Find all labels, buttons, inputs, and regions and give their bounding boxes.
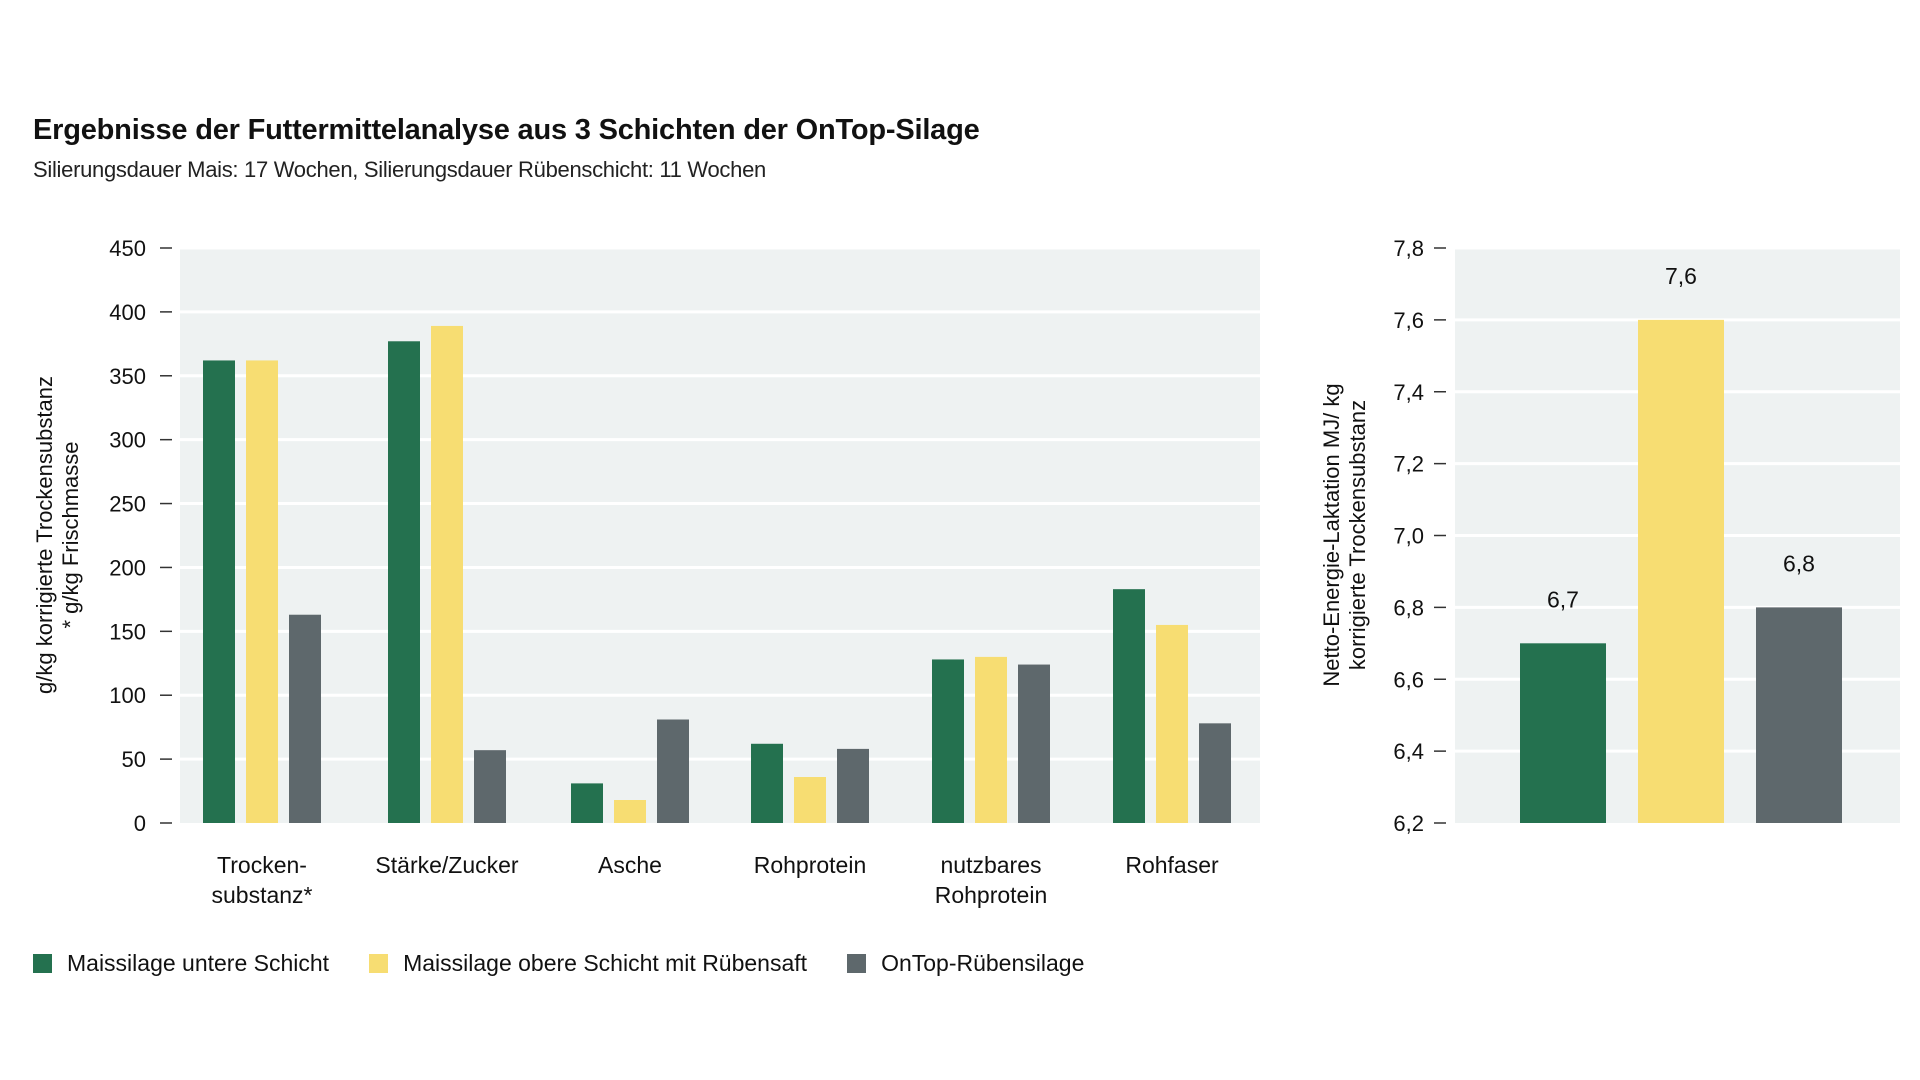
x-tick-label: Asche (598, 852, 662, 878)
legend-label: Maissilage untere Schicht (67, 950, 330, 976)
bar (657, 719, 689, 823)
y-axis-label: * g/kg Frischmasse (58, 441, 83, 628)
y-tick-label: 0 (134, 811, 146, 836)
y-tick-label: 7,8 (1393, 236, 1424, 261)
data-label: 6,8 (1783, 550, 1815, 576)
bar (474, 750, 506, 823)
chart-legend: Maissilage untere Schicht Maissilage ober… (33, 950, 1124, 977)
bar (571, 783, 603, 823)
bar (1638, 319, 1724, 823)
y-tick-label: 100 (109, 683, 146, 708)
bar (1199, 723, 1231, 823)
y-tick-label: 350 (109, 364, 146, 389)
y-tick-label: 7,2 (1393, 452, 1424, 477)
chart-header: Ergebnisse der Futtermittelanalyse aus 3… (33, 114, 1893, 183)
chart-subtitle: Silierungsdauer Mais: 17 Wochen, Silieru… (33, 157, 766, 182)
chart-title: Ergebnisse der Futtermittelanalyse aus 3… (33, 114, 980, 146)
legend-swatch (847, 954, 867, 973)
x-tick-label: Rohprotein (754, 852, 867, 878)
data-label: 7,6 (1665, 263, 1697, 289)
y-axis-label: Netto-Energie-Laktation MJ/ kg (1319, 383, 1344, 686)
legend-label: OnTop-Rübensilage (881, 950, 1085, 976)
bar (1113, 589, 1145, 823)
y-tick-label: 300 (109, 428, 146, 453)
y-tick-label: 7,6 (1393, 308, 1424, 333)
y-tick-label: 400 (109, 300, 146, 325)
y-tick-label: 200 (109, 555, 146, 580)
bar (932, 659, 964, 823)
y-tick-label: 150 (109, 619, 146, 644)
y-tick-label: 450 (109, 236, 146, 261)
y-tick-label: 250 (109, 492, 146, 517)
y-tick-label: 50 (122, 747, 146, 772)
legend-swatch (33, 954, 52, 973)
y-tick-label: 7,4 (1393, 380, 1424, 405)
x-tick-label: Trocken- (217, 852, 307, 878)
x-tick-label: Stärke/Zucker (375, 852, 518, 878)
bar (1156, 624, 1188, 823)
x-tick-label: nutzbares (940, 852, 1041, 878)
legend-item: OnTop-Rübensilage (847, 950, 1084, 977)
bar (246, 360, 278, 823)
bar (1018, 664, 1050, 823)
bar (614, 800, 646, 823)
bar (431, 325, 463, 823)
legend-swatch (369, 954, 389, 973)
y-tick-label: 6,8 (1393, 595, 1424, 620)
bar (203, 360, 235, 823)
y-axis-label: korrigierte Trockensubstanz (1345, 400, 1370, 670)
x-tick-label: substanz* (211, 882, 312, 908)
bar (837, 748, 869, 823)
y-tick-label: 6,6 (1393, 667, 1424, 692)
legend-item: Maissilage untere Schicht (33, 950, 329, 977)
data-label: 6,7 (1547, 586, 1579, 612)
bar (794, 777, 826, 823)
bar (388, 341, 420, 823)
y-tick-label: 6,4 (1393, 739, 1424, 764)
bar (975, 656, 1007, 823)
bar (751, 743, 783, 823)
y-tick-label: 6,2 (1393, 811, 1424, 836)
x-tick-label: Rohfaser (1125, 852, 1219, 878)
y-axis-label: g/kg korrigierte Trockensubstanz (32, 376, 57, 694)
legend-label: Maissilage obere Schicht mit Rübensaft (403, 950, 808, 976)
legend-item: Maissilage obere Schicht mit Rübensaft (369, 950, 807, 977)
x-tick-label: Rohprotein (935, 882, 1048, 908)
bar (1520, 643, 1606, 823)
y-tick-label: 7,0 (1393, 524, 1424, 549)
bar (1756, 607, 1842, 823)
plot-area-left (180, 248, 1260, 823)
bar (289, 614, 321, 823)
